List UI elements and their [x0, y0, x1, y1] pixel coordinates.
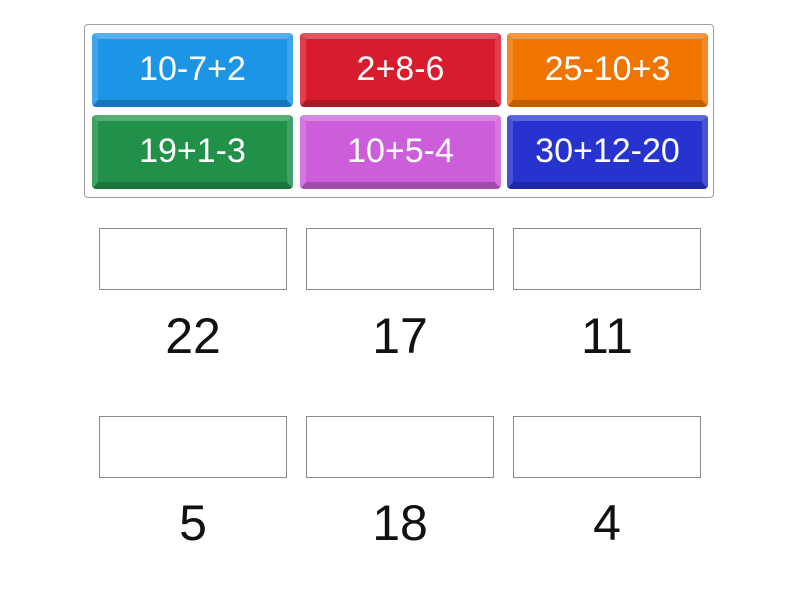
draggable-tile[interactable]: 30+12-20	[507, 115, 708, 189]
answer-label: 18	[372, 495, 428, 551]
answer-label: 5	[179, 495, 207, 551]
drop-zone[interactable]	[306, 416, 494, 478]
answer-label: 4	[593, 495, 621, 551]
drop-zone[interactable]	[513, 416, 701, 478]
draggable-tile[interactable]: 19+1-3	[92, 115, 293, 189]
drop-zone[interactable]	[99, 416, 287, 478]
answer-label: 22	[165, 308, 221, 364]
draggable-tile[interactable]: 2+8-6	[300, 33, 501, 107]
draggable-tile[interactable]: 10-7+2	[92, 33, 293, 107]
answer-label: 11	[581, 308, 633, 364]
drop-zone[interactable]	[306, 228, 494, 290]
draggable-tile[interactable]: 10+5-4	[300, 115, 501, 189]
drop-zone[interactable]	[513, 228, 701, 290]
answer-label: 17	[372, 308, 428, 364]
draggable-tile[interactable]: 25-10+3	[507, 33, 708, 107]
tile-bank	[84, 24, 714, 198]
drop-zone[interactable]	[99, 228, 287, 290]
